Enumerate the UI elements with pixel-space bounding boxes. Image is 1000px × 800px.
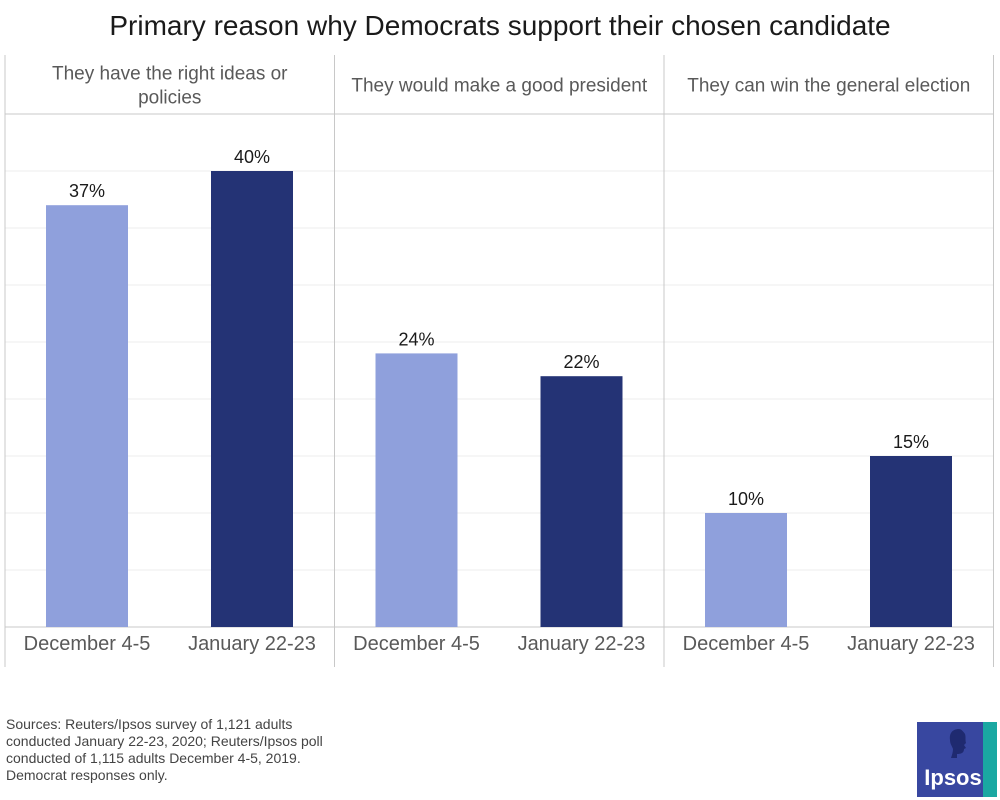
panel-label: They can win the general election	[687, 76, 970, 97]
data-label: 24%	[398, 329, 434, 349]
bar	[375, 353, 458, 627]
x-tick-label: December 4-5	[24, 633, 151, 655]
panel-label: policies	[138, 88, 201, 109]
sources-note: Sources: Reuters/Ipsos survey of 1,121 a…	[6, 716, 323, 783]
data-label: 37%	[69, 181, 105, 201]
data-label: 15%	[893, 432, 929, 452]
x-tick-label: December 4-5	[683, 633, 810, 655]
x-tick-label: December 4-5	[353, 633, 480, 655]
head-silhouette-icon	[949, 729, 966, 758]
ipsos-logo: Ipsos	[917, 722, 997, 797]
bar	[870, 456, 952, 627]
bar-chart: They have the right ideas or policies 37% D…	[4, 55, 994, 667]
bar	[46, 205, 128, 627]
chart-title: Primary reason why Democrats support the…	[109, 10, 891, 41]
x-tick-label: January 22-23	[847, 633, 975, 655]
bar	[540, 376, 623, 627]
data-label: 22%	[563, 352, 599, 372]
data-label: 40%	[234, 147, 270, 167]
bar	[211, 171, 293, 627]
data-label: 10%	[728, 489, 764, 509]
x-tick-label: January 22-23	[518, 633, 646, 655]
panel-label: They have the right ideas or	[52, 64, 288, 85]
logo-accent-stripe	[983, 722, 997, 797]
x-tick-label: January 22-23	[188, 633, 316, 655]
bar	[705, 513, 787, 627]
logo-text: Ipsos	[924, 765, 982, 790]
panel-label: They would make a good president	[351, 76, 647, 97]
